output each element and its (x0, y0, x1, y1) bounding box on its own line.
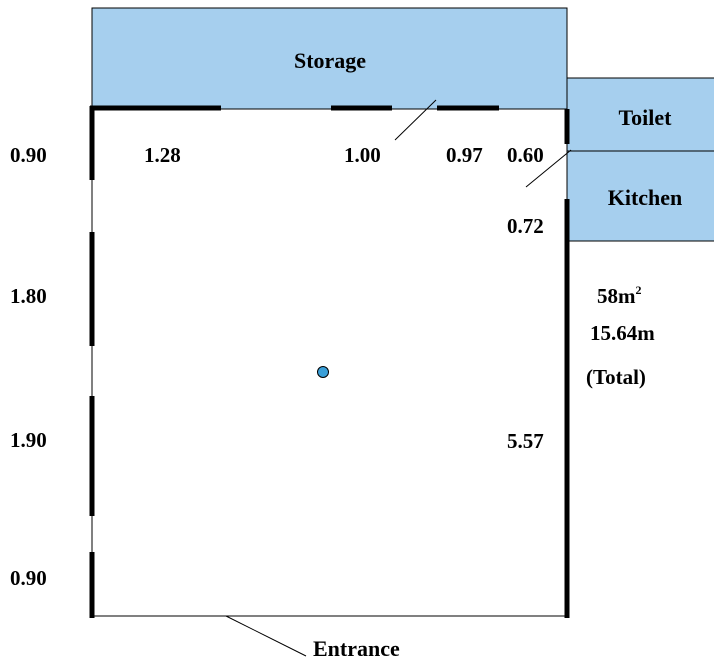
area-value: 58m (597, 284, 636, 308)
storage-room (91, 7, 568, 110)
dim-right-2: 5.57 (507, 429, 544, 453)
total-note: (Total) (586, 365, 646, 389)
dim-left-1: 0.90 (10, 143, 47, 167)
dim-right-1: 0.72 (507, 214, 544, 238)
toilet-room (566, 77, 714, 152)
dim-top-2: 1.00 (344, 143, 381, 167)
area-unit-superscript: 2 (636, 283, 642, 297)
leader-entrance (225, 615, 307, 657)
toilet-label: Toilet (619, 105, 673, 130)
dim-top-4: 0.60 (507, 143, 544, 167)
dim-left-4: 0.90 (10, 566, 47, 590)
main-room-outline (91, 108, 568, 617)
dim-left-3: 1.90 (10, 428, 47, 452)
storage-label: Storage (294, 48, 366, 73)
area-label: 58m2 (597, 283, 642, 308)
leader-right (525, 149, 572, 188)
dim-top-1: 1.28 (144, 143, 181, 167)
dim-left-2: 1.80 (10, 284, 47, 308)
entrance-label: Entrance (313, 636, 400, 661)
dim-top-3: 0.97 (446, 143, 483, 167)
kitchen-label: Kitchen (608, 185, 683, 210)
perimeter-label: 15.64m (590, 321, 655, 345)
kitchen-room (566, 150, 714, 242)
center-marker (317, 366, 329, 378)
leader-top (394, 99, 437, 141)
leader-lines (225, 99, 572, 657)
